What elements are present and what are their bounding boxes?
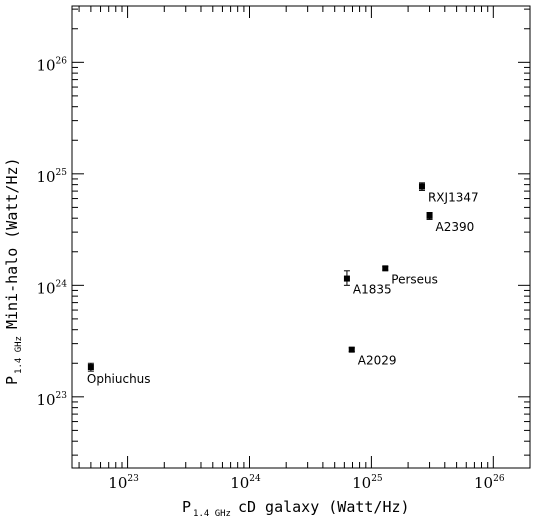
data-point: Ophiuchus <box>87 362 151 386</box>
y-tick-label: 1023 <box>36 391 67 409</box>
x-tick-label: 1026 <box>474 474 505 492</box>
point-marker <box>87 364 94 371</box>
data-point: Perseus <box>382 265 438 286</box>
plot-frame <box>71 5 531 469</box>
x-tick-label: 1023 <box>108 474 139 492</box>
data-point: A2029 <box>348 346 397 368</box>
point-marker <box>343 275 350 282</box>
point-label: A2029 <box>358 354 397 368</box>
x-tick-label: 1025 <box>352 474 383 492</box>
point-label: Perseus <box>391 272 438 286</box>
data-point: A1835 <box>343 270 392 297</box>
x-tick-label: 1024 <box>230 474 261 492</box>
point-marker <box>426 212 433 219</box>
x-axis-label: P 1.4 GHz cD galaxy (Watt/Hz) <box>182 498 410 518</box>
point-marker <box>348 346 355 353</box>
y-axis-label: P1.4 GHzMini-halo (Watt/Hz) <box>3 157 24 385</box>
axis-ticks <box>72 6 531 468</box>
point-label: A2390 <box>436 220 475 234</box>
y-tick-label: 1025 <box>36 168 67 186</box>
y-tick-label: 1024 <box>36 279 67 297</box>
data-point: A2390 <box>426 211 475 234</box>
point-marker <box>382 265 389 272</box>
point-label: A1835 <box>353 283 392 297</box>
data-point: RXJ1347 <box>418 182 479 204</box>
point-label: Ophiuchus <box>87 372 151 386</box>
y-tick-label: 1026 <box>36 56 67 74</box>
point-label: RXJ1347 <box>428 190 479 204</box>
tick-labels: 1023 1024 1025 1026 1023 1024 1025 1026 <box>36 56 504 492</box>
point-marker <box>418 183 425 190</box>
